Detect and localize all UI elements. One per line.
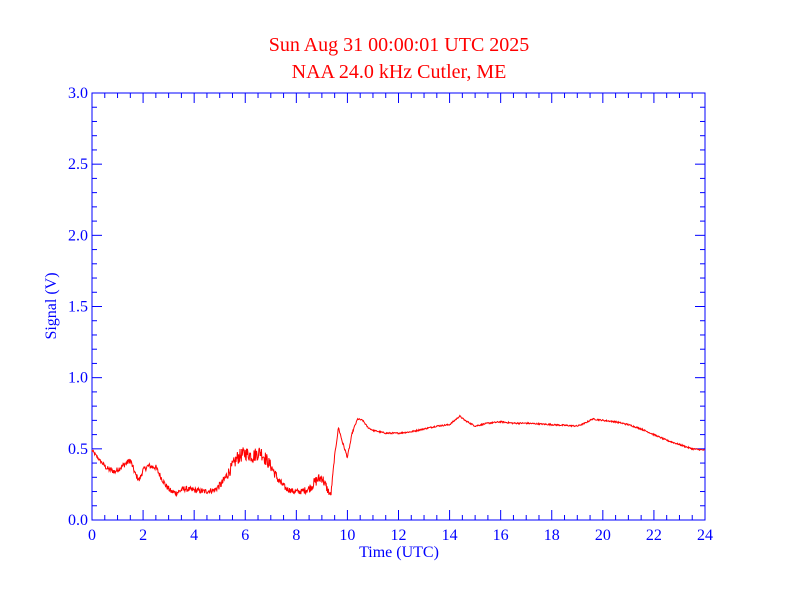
y-tick-label: 0.5 xyxy=(68,441,88,458)
x-tick-label: 22 xyxy=(646,527,662,544)
x-axis-label: Time (UTC) xyxy=(359,544,439,561)
y-axis: 0.0 0.5 1.0 1.5 2.0 2.5 3.0 xyxy=(68,85,705,529)
x-tick-label: 24 xyxy=(697,527,713,544)
x-tick-label: 16 xyxy=(493,527,509,544)
x-tick-label: 2 xyxy=(139,527,147,544)
chart-subtitle: NAA 24.0 kHz Cutler, ME xyxy=(292,61,507,83)
signal-series-line xyxy=(91,414,706,498)
y-tick-label: 0.0 xyxy=(68,512,88,529)
x-tick-label: 20 xyxy=(595,527,611,544)
chart-title: Sun Aug 31 00:00:01 UTC 2025 xyxy=(269,34,530,56)
x-axis: 0 2 4 6 8 10 12 14 16 18 20 22 24 xyxy=(88,93,713,544)
y-axis-label: Signal (V) xyxy=(43,272,60,339)
plot-frame xyxy=(91,92,706,521)
x-tick-label: 14 xyxy=(442,527,458,544)
series-layer xyxy=(91,414,706,498)
x-tick-label: 4 xyxy=(190,527,198,544)
y-tick-label: 2.5 xyxy=(68,156,88,173)
y-tick-label: 3.0 xyxy=(68,85,88,102)
y-tick-label: 1.5 xyxy=(68,299,88,316)
x-tick-label: 0 xyxy=(88,527,96,544)
x-tick-label: 12 xyxy=(391,527,407,544)
x-tick-label: 10 xyxy=(339,527,355,544)
y-tick-label: 1.0 xyxy=(68,370,88,387)
y-tick-label: 2.0 xyxy=(68,227,88,244)
x-tick-label: 6 xyxy=(241,527,249,544)
x-tick-label: 8 xyxy=(292,527,300,544)
x-tick-label: 18 xyxy=(544,527,560,544)
